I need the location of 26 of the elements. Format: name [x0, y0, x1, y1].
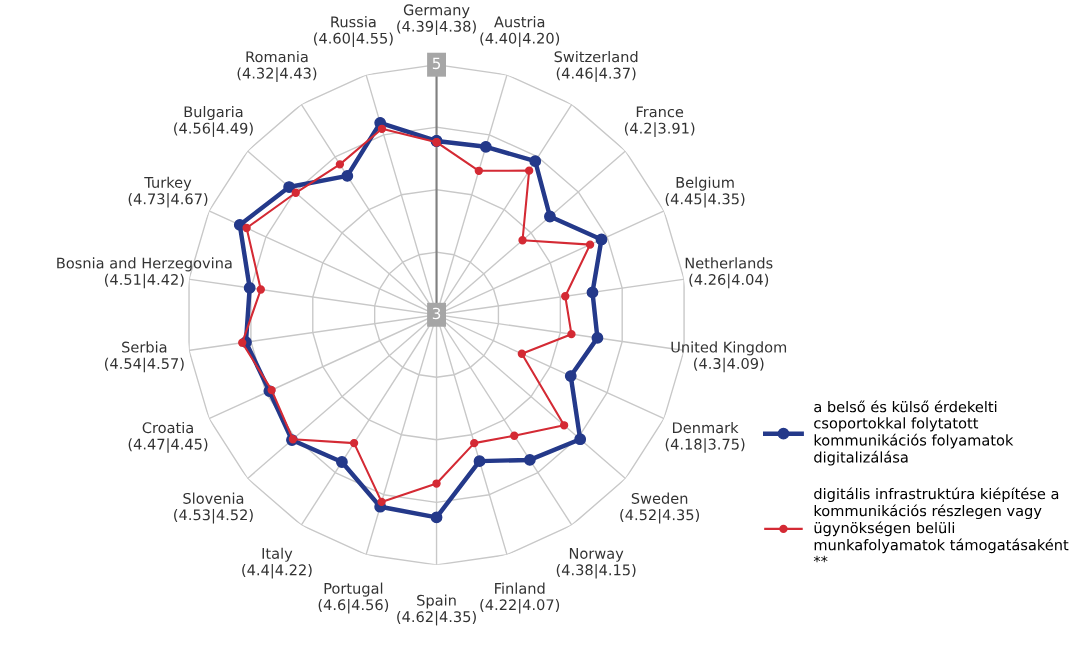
spoke-label: Netherlands (4.26|4.04) [685, 257, 773, 289]
spoke-label: Belgium (4.45|4.35) [665, 176, 745, 208]
legend-label: digitális infrastruktúra kiépítése a kommunikációs részlegen vagy ügynökségen belüli munkafolyamatok támogatásaként ** [813, 487, 1069, 563]
spoke-label: Slovenia (4.53|4.52) [174, 492, 253, 524]
spoke-label: Bulgaria (4.56|4.49) [174, 105, 253, 137]
spoke-label: Serbia (4.54|4.57) [104, 341, 184, 373]
spoke-label: Bosnia and Herzegovina (4.51|4.42) [57, 257, 232, 289]
spoke-label: Italy (4.4|4.22) [242, 547, 312, 579]
spoke-label: Portugal (4.6|4.56) [318, 582, 389, 614]
spoke-label: France (4.2|3.91) [624, 106, 695, 137]
spoke-label: Sweden (4.52|4.35) [620, 492, 700, 524]
spoke-label: Finland (4.22|4.07) [480, 582, 560, 614]
spoke-label: Norway (4.38|4.15) [556, 548, 636, 579]
y-tick-label: 3 [432, 307, 441, 320]
spoke-label: Romania (4.32|4.43) [237, 50, 317, 82]
spoke-label: Switzerland (4.46|4.37) [554, 50, 638, 82]
spoke-label: Spain (4.62|4.35) [397, 594, 476, 626]
spoke-label: United Kingdom (4.3|4.09) [671, 341, 787, 373]
spoke-label: Austria (4.40|4.20) [480, 16, 560, 47]
spoke-label: Croatia (4.47|4.45) [128, 421, 208, 453]
spoke-label: Russia (4.60|4.55) [314, 16, 393, 47]
y-tick-label: 5 [432, 57, 441, 70]
legend-label: a belső és külső érdekelti csoportokkal folytatott kommunikációs folyamatok digitalizálása [814, 400, 1014, 466]
spoke-label: Germany (4.39|4.38) [397, 4, 476, 36]
spoke-label: Denmark (4.18|3.75) [665, 421, 745, 453]
spoke-label: Turkey (4.73|4.67) [128, 176, 208, 208]
